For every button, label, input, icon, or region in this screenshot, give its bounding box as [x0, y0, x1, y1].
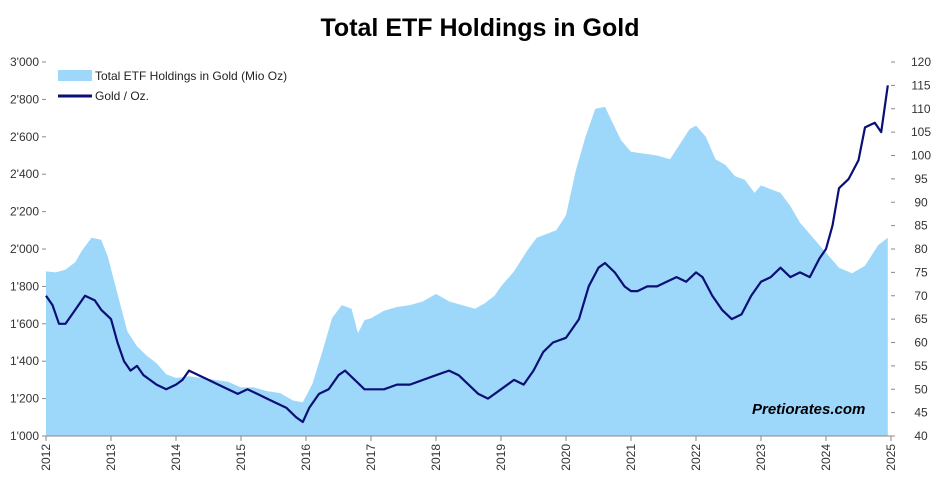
right-tick-label: 110 [911, 102, 930, 116]
legend-label-gold-price: Gold / Oz. [95, 89, 149, 103]
x-tick-label: 2021 [624, 444, 638, 471]
left-tick-label: 1'200 [10, 392, 39, 406]
right-tick-label: 115 [911, 78, 930, 92]
right-tick-label: 120 [911, 55, 931, 69]
right-tick-label: 50 [914, 382, 928, 396]
right-tick-label: 60 [914, 336, 928, 350]
left-tick-label: 1'800 [10, 279, 39, 293]
left-tick-label: 1'600 [10, 317, 39, 331]
right-tick-label: 40 [914, 429, 928, 443]
legend-label-etf-holdings: Total ETF Holdings in Gold (Mio Oz) [95, 69, 287, 83]
right-tick-label: 85 [914, 219, 928, 233]
chart-title: Total ETF Holdings in Gold [320, 14, 640, 42]
right-tick-label: 80 [914, 242, 928, 256]
left-tick-label: 2'600 [10, 130, 39, 144]
x-tick-label: 2015 [234, 444, 248, 471]
x-tick-label: 2022 [689, 444, 703, 471]
x-tick-label: 2017 [364, 444, 378, 471]
x-tick-label: 2024 [819, 444, 833, 471]
x-tick-label: 2016 [299, 444, 313, 471]
right-tick-label: 100 [911, 149, 931, 163]
gold-price-line-layer [45, 85, 889, 424]
right-tick-label: 65 [914, 312, 928, 326]
left-tick-label: 2'400 [10, 167, 39, 181]
right-y-axis: 40 45 50 55 60 65 70 75 80 85 90 95 100 105 110 115 120 [891, 55, 931, 443]
left-tick-label: 2'800 [10, 92, 39, 106]
left-tick-label: 2'000 [10, 242, 39, 256]
left-tick-label: 1'400 [10, 354, 39, 368]
x-tick-label: 2025 [884, 444, 898, 471]
legend-swatch-etf-holdings [58, 70, 92, 81]
left-y-axis: 1'000 1'200 1'400 1'600 1'800 2'000 2'200 2'400… [10, 55, 46, 443]
left-tick-label: 3'000 [10, 55, 39, 69]
left-tick-label: 1'000 [10, 429, 39, 443]
gold-price-line [45, 85, 889, 424]
x-tick-label: 2012 [39, 444, 53, 471]
right-tick-label: 75 [914, 265, 928, 279]
x-tick-label: 2019 [494, 444, 508, 471]
x-tick-label: 2023 [754, 444, 768, 471]
x-tick-label: 2020 [559, 444, 573, 471]
right-tick-label: 90 [914, 195, 928, 209]
etf-holdings-area-layer [46, 106, 888, 437]
right-tick-label: 45 [914, 406, 928, 420]
right-tick-label: 70 [914, 289, 928, 303]
x-tick-label: 2018 [429, 444, 443, 471]
legend: Total ETF Holdings in Gold (Mio Oz) Gold… [58, 69, 287, 103]
right-tick-label: 55 [914, 359, 928, 373]
watermark: Pretiorates.com [752, 401, 865, 418]
left-tick-label: 2'200 [10, 205, 39, 219]
x-axis: 2012 2013 2014 2015 2016 2017 2018 2019 2020 2021… [39, 435, 898, 471]
right-tick-label: 105 [911, 125, 931, 139]
x-tick-label: 2014 [169, 444, 183, 471]
x-tick-label: 2013 [104, 444, 118, 471]
etf-holdings-area [46, 106, 888, 437]
right-tick-label: 95 [914, 172, 928, 186]
